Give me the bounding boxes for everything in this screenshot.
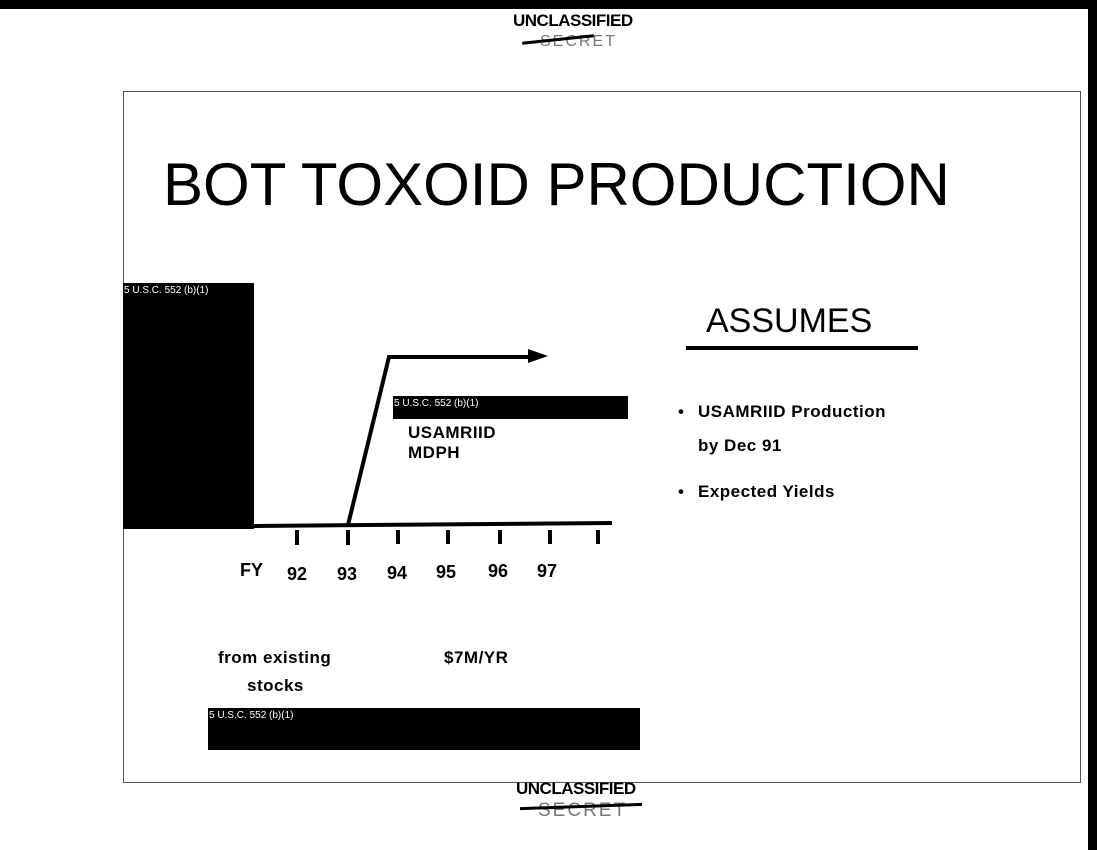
production-ramp-line	[346, 355, 530, 526]
year-label: 95	[436, 562, 457, 582]
year-label: 94	[387, 563, 408, 583]
redaction-box: 5 U.S.C. 552 (b)(1)	[123, 283, 254, 529]
producer-label: USAMRIID	[408, 423, 497, 442]
axis-label-fy: FY	[240, 560, 264, 580]
assumes-heading: ASSUMES	[706, 302, 873, 340]
year-label: 92	[287, 564, 308, 584]
timeline-axis	[252, 521, 613, 528]
year-label: 97	[537, 561, 558, 581]
timeline-ticks	[295, 530, 600, 545]
year-label: 93	[337, 564, 358, 584]
year-label: 96	[488, 561, 509, 581]
scan-border-top	[0, 0, 1097, 9]
header-classification: UNCLASSIFIED	[513, 11, 633, 30]
note-line: from existing	[218, 648, 332, 667]
slide-title: BOT TOXOID PRODUCTION	[163, 151, 950, 218]
footer-classification: UNCLASSIFIED	[516, 779, 636, 798]
redaction-box: 5 U.S.C. 552 (b)(1)	[208, 708, 640, 750]
cost-note: $7M/YR	[444, 648, 509, 667]
scan-border-right	[1088, 0, 1097, 850]
note-line: stocks	[247, 676, 304, 695]
arrow-head-icon	[528, 349, 548, 363]
assumption-text: Expected Yields	[698, 482, 835, 501]
redaction-box: 5 U.S.C. 552 (b)(1)	[393, 396, 628, 419]
bullet-icon: •	[678, 482, 685, 501]
heading-underline	[686, 346, 918, 350]
bullet-icon: •	[678, 402, 685, 421]
producer-label: MDPH	[408, 443, 461, 462]
assumption-text: by Dec 91	[698, 436, 782, 455]
assumption-text: USAMRIID Production	[698, 402, 886, 421]
